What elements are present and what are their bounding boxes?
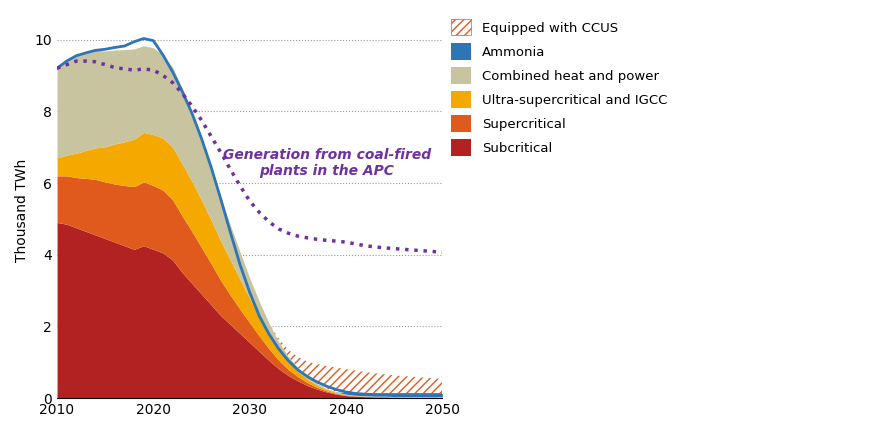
Y-axis label: Thousand TWh: Thousand TWh (15, 158, 29, 261)
Legend: Equipped with CCUS, Ammonia, Combined heat and power, Ultra-supercritical and IG: Equipped with CCUS, Ammonia, Combined he… (446, 14, 673, 161)
Text: Generation from coal-fired
plants in the APC: Generation from coal-fired plants in the… (223, 148, 431, 178)
